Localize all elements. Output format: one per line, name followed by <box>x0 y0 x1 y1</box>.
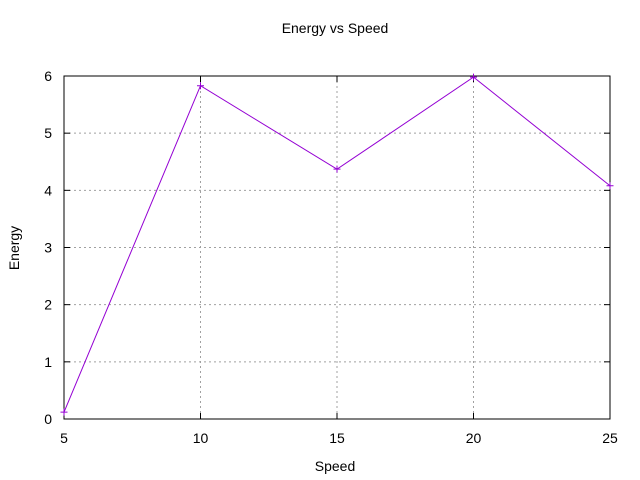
x-axis-label: Speed <box>315 458 355 474</box>
data-point-marker <box>606 182 614 190</box>
grid-layer <box>64 76 610 419</box>
x-tick-label: 10 <box>193 430 209 446</box>
data-point-marker <box>197 82 204 90</box>
series-layer <box>60 73 614 416</box>
y-axis-label: Energy <box>6 226 22 270</box>
data-point-marker <box>470 73 477 81</box>
x-tick-label: 5 <box>60 430 68 446</box>
y-tick-label: 0 <box>44 411 52 427</box>
x-tick-label: 25 <box>602 430 618 446</box>
y-tick-label: 3 <box>44 240 52 256</box>
y-tick-label: 5 <box>44 125 52 141</box>
data-point-marker <box>60 408 68 416</box>
tick-layer: 5 10 15 20 25 0 1 2 3 4 5 6 <box>44 68 618 446</box>
x-tick-label: 15 <box>329 430 345 446</box>
y-tick-label: 2 <box>44 297 52 313</box>
x-tick-label: 20 <box>466 430 482 446</box>
chart-title: Energy vs Speed <box>282 20 389 36</box>
y-tick-label: 4 <box>44 182 52 198</box>
y-tick-label: 6 <box>44 68 52 84</box>
data-point-marker <box>333 165 341 173</box>
y-tick-label: 1 <box>44 354 52 370</box>
